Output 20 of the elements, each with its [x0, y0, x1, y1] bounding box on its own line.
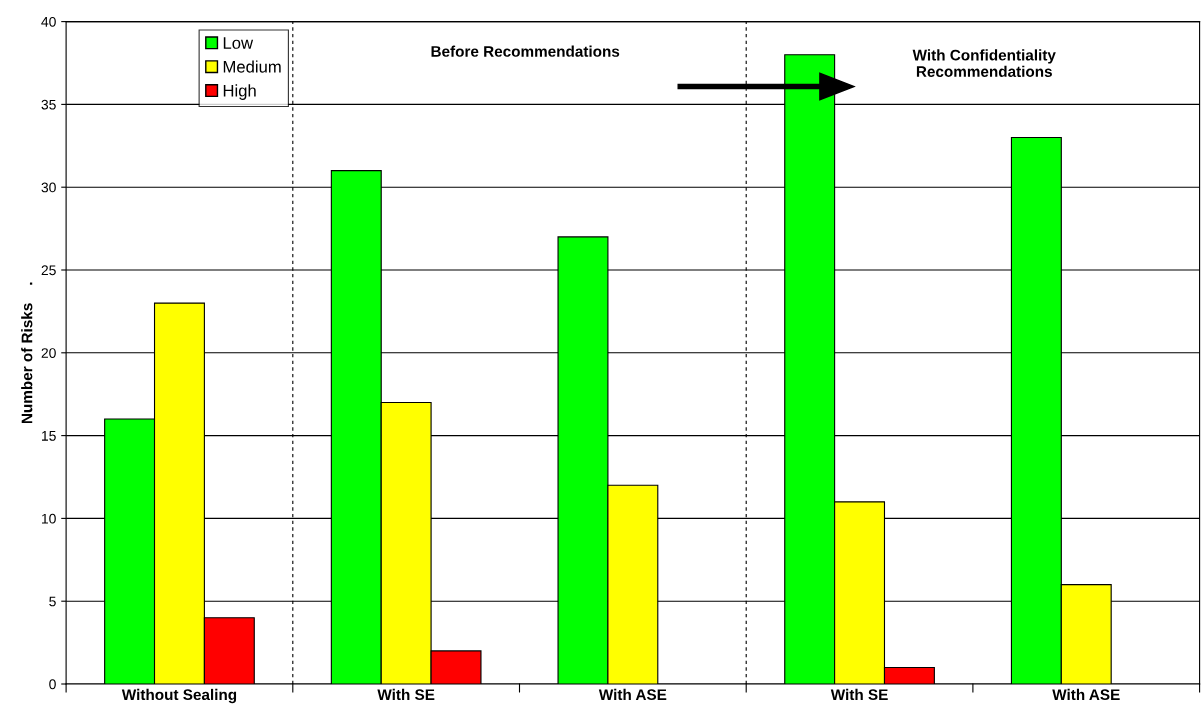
y-tick-label: 0 [49, 679, 56, 690]
y-tick-label: 10 [42, 513, 56, 524]
x-tick-label: Without Sealing [121, 688, 237, 704]
x-tick-label: With ASE [1052, 688, 1120, 701]
x-tick-label: With ASE [598, 688, 667, 701]
annotation: With Confidentiality Recommendations [912, 49, 1056, 77]
x-tick-label: With SE [830, 688, 888, 701]
y-tick-label: 30 [41, 182, 56, 193]
y-tick-label: 40 [41, 16, 56, 27]
annotation: Before Recommendations [431, 45, 620, 57]
y-tick-label: 20 [41, 348, 56, 358]
legend-label: Low [223, 37, 254, 49]
legend-label: High [223, 84, 256, 100]
y-axis-title: Number of Risks . [21, 282, 33, 424]
y-tick-label: 35 [41, 99, 56, 110]
y-tick-label: 25 [41, 265, 56, 276]
legend-label: Medium [223, 60, 281, 73]
y-tick-label: 5 [49, 596, 56, 607]
x-tick-label: With SE [377, 688, 435, 701]
y-tick-label: 15 [42, 431, 56, 441]
